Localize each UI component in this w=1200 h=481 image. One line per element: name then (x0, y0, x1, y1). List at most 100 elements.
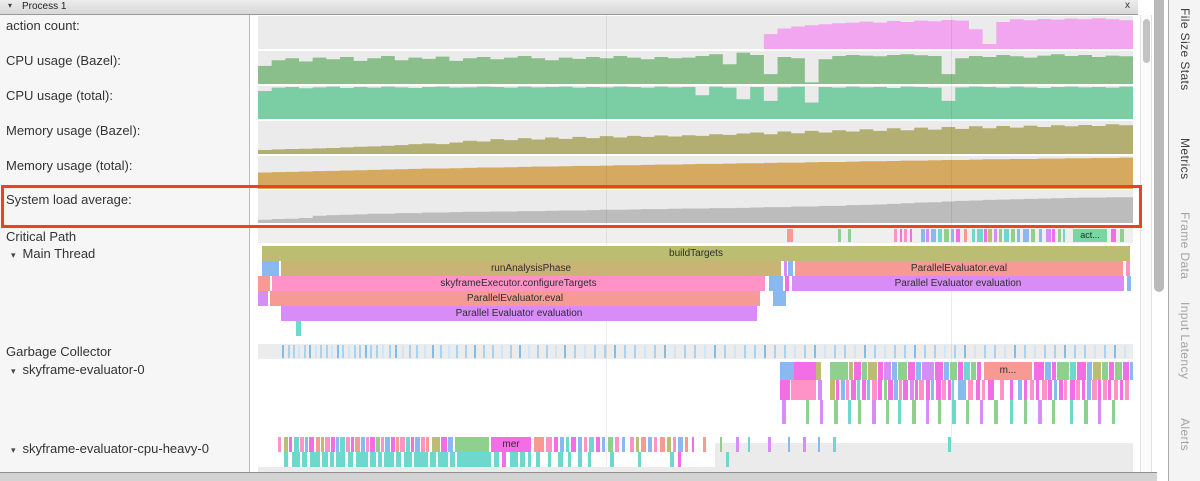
gc-event[interactable] (389, 345, 391, 358)
skyframe0-event[interactable] (851, 380, 856, 400)
skyframe0-event[interactable] (841, 380, 845, 400)
skyframe0-event[interactable] (931, 380, 934, 400)
skyframe0-event[interactable] (782, 400, 786, 424)
main-thread-event[interactable] (788, 261, 793, 276)
skyframe-cpu-event[interactable] (351, 437, 354, 452)
skyframe-cpu-event[interactable] (348, 452, 353, 467)
skyframe0-event[interactable] (919, 380, 924, 400)
skyframe0-event[interactable] (1024, 380, 1027, 400)
skyframe-cpu-event[interactable] (391, 437, 395, 452)
main-thread-event[interactable] (773, 291, 786, 306)
skyframe-cpu-event[interactable] (432, 437, 440, 452)
gc-event[interactable] (754, 345, 756, 358)
skyframe0-event[interactable] (892, 362, 897, 380)
skyframe-cpu-event[interactable] (356, 452, 368, 467)
skyframe-cpu-event[interactable] (703, 437, 706, 452)
skyframe0-m[interactable]: m... (984, 362, 1032, 380)
skyframe0-event[interactable] (968, 380, 973, 400)
skyframe0-event[interactable] (1052, 362, 1056, 380)
gc-event[interactable] (574, 345, 576, 358)
skyframe0-event[interactable] (878, 380, 882, 400)
gc-event[interactable] (834, 345, 836, 358)
gc-event[interactable] (309, 345, 311, 358)
skyframe-cpu-event[interactable] (340, 437, 345, 452)
skyframe-cpu-event[interactable] (284, 452, 288, 467)
critical-path-event[interactable] (977, 229, 983, 242)
skyframe-cpu-event[interactable] (673, 437, 676, 452)
tab-alerts[interactable]: Alerts (1178, 418, 1192, 452)
counter-track-action-count[interactable] (258, 16, 1133, 49)
skyframe-cpu-event[interactable] (534, 437, 544, 452)
main-thread-event[interactable] (1127, 276, 1131, 291)
critical-path-event[interactable] (1017, 229, 1020, 242)
track-label-skyframe-evaluator-0[interactable]: ▾ skyframe-evaluator-0 (11, 362, 145, 377)
skyframe0-event[interactable] (898, 400, 901, 424)
skyframe-cpu-event[interactable] (438, 452, 448, 467)
critical-path-event[interactable] (1039, 229, 1042, 242)
gc-event[interactable] (744, 345, 746, 358)
skyframe0-event[interactable] (942, 380, 946, 400)
gc-event[interactable] (337, 345, 339, 358)
gc-event[interactable] (359, 345, 361, 358)
main-thread-parallelevaluator-eval[interactable]: ParallelEvaluator.eval (270, 291, 760, 306)
critical-path-event[interactable] (972, 229, 975, 242)
gc-event[interactable] (382, 345, 384, 358)
gc-event[interactable] (774, 345, 776, 358)
skyframe0-event[interactable] (1092, 380, 1097, 400)
skyframe-cpu-event[interactable] (748, 437, 750, 452)
skyframe-cpu-event[interactable] (546, 437, 552, 452)
skyframe0-event[interactable] (1038, 400, 1042, 424)
skyframe0-event[interactable] (1054, 380, 1057, 400)
skyframe0-event[interactable] (1082, 380, 1085, 400)
skyframe0-event[interactable] (884, 362, 891, 380)
counter-track-cpu-usage-total[interactable] (258, 86, 1133, 119)
skyframe0-event[interactable] (780, 380, 790, 400)
skyframe0-event[interactable] (1109, 362, 1114, 380)
skyframe0-event[interactable] (1093, 362, 1101, 380)
gc-event[interactable] (914, 345, 916, 358)
skyframe-cpu-event[interactable] (560, 437, 564, 452)
gc-event[interactable] (594, 345, 596, 358)
skyframe0-event[interactable] (903, 380, 908, 400)
horizontal-scrollbar[interactable] (0, 472, 1157, 481)
skyframe0-event[interactable] (794, 362, 816, 380)
skyframe-cpu-event[interactable] (638, 452, 641, 467)
timeline-track-area[interactable]: act... buildTargets runAnalysisPhase Parall… (0, 0, 1140, 472)
skyframe-cpu-event[interactable] (536, 452, 540, 467)
skyframe0-event[interactable] (994, 400, 998, 424)
gc-event[interactable] (844, 345, 846, 358)
gc-event[interactable] (342, 345, 344, 358)
skyframe0-event[interactable] (1112, 400, 1115, 424)
gc-event[interactable] (293, 345, 295, 358)
gc-event[interactable] (944, 345, 946, 358)
skyframe0-event[interactable] (1087, 362, 1092, 380)
skyframe0-event[interactable] (1125, 380, 1129, 400)
skyframe-cpu-event[interactable] (685, 437, 688, 452)
counter-track-system-load-average[interactable] (258, 190, 1133, 223)
skyframe-cpu-event[interactable] (667, 437, 671, 452)
gc-event[interactable] (465, 345, 467, 358)
critical-path-event[interactable] (1023, 229, 1029, 242)
skyframe0-event[interactable] (820, 400, 823, 424)
skyframe0-event[interactable] (1070, 400, 1073, 424)
gc-event[interactable] (1094, 345, 1096, 358)
gc-event[interactable] (1074, 345, 1076, 358)
counter-track-cpu-usage-bazel[interactable] (258, 51, 1133, 84)
main-thread-event[interactable] (785, 276, 789, 291)
gc-event[interactable] (492, 345, 494, 358)
skyframe0-event[interactable] (1098, 400, 1101, 424)
skyframe-cpu-event[interactable] (571, 437, 576, 452)
skyframe0-event[interactable] (834, 400, 838, 424)
skyframe0-event[interactable] (898, 362, 907, 380)
skyframe0-event[interactable] (1102, 362, 1108, 380)
skyframe-cpu-event[interactable] (321, 437, 324, 452)
skyframe-cpu-event[interactable] (548, 452, 551, 467)
skyframe-cpu-event[interactable] (385, 437, 390, 452)
skyframe0-event[interactable] (1048, 380, 1052, 400)
skyframe-cpu-event[interactable] (660, 437, 665, 452)
gc-event[interactable] (564, 345, 566, 358)
skyframe-cpu-event[interactable] (355, 437, 360, 452)
collapse-icon[interactable]: ▾ (11, 250, 16, 260)
skyframe-cpu-event[interactable] (370, 452, 376, 467)
skyframe0-event[interactable] (1042, 380, 1047, 400)
